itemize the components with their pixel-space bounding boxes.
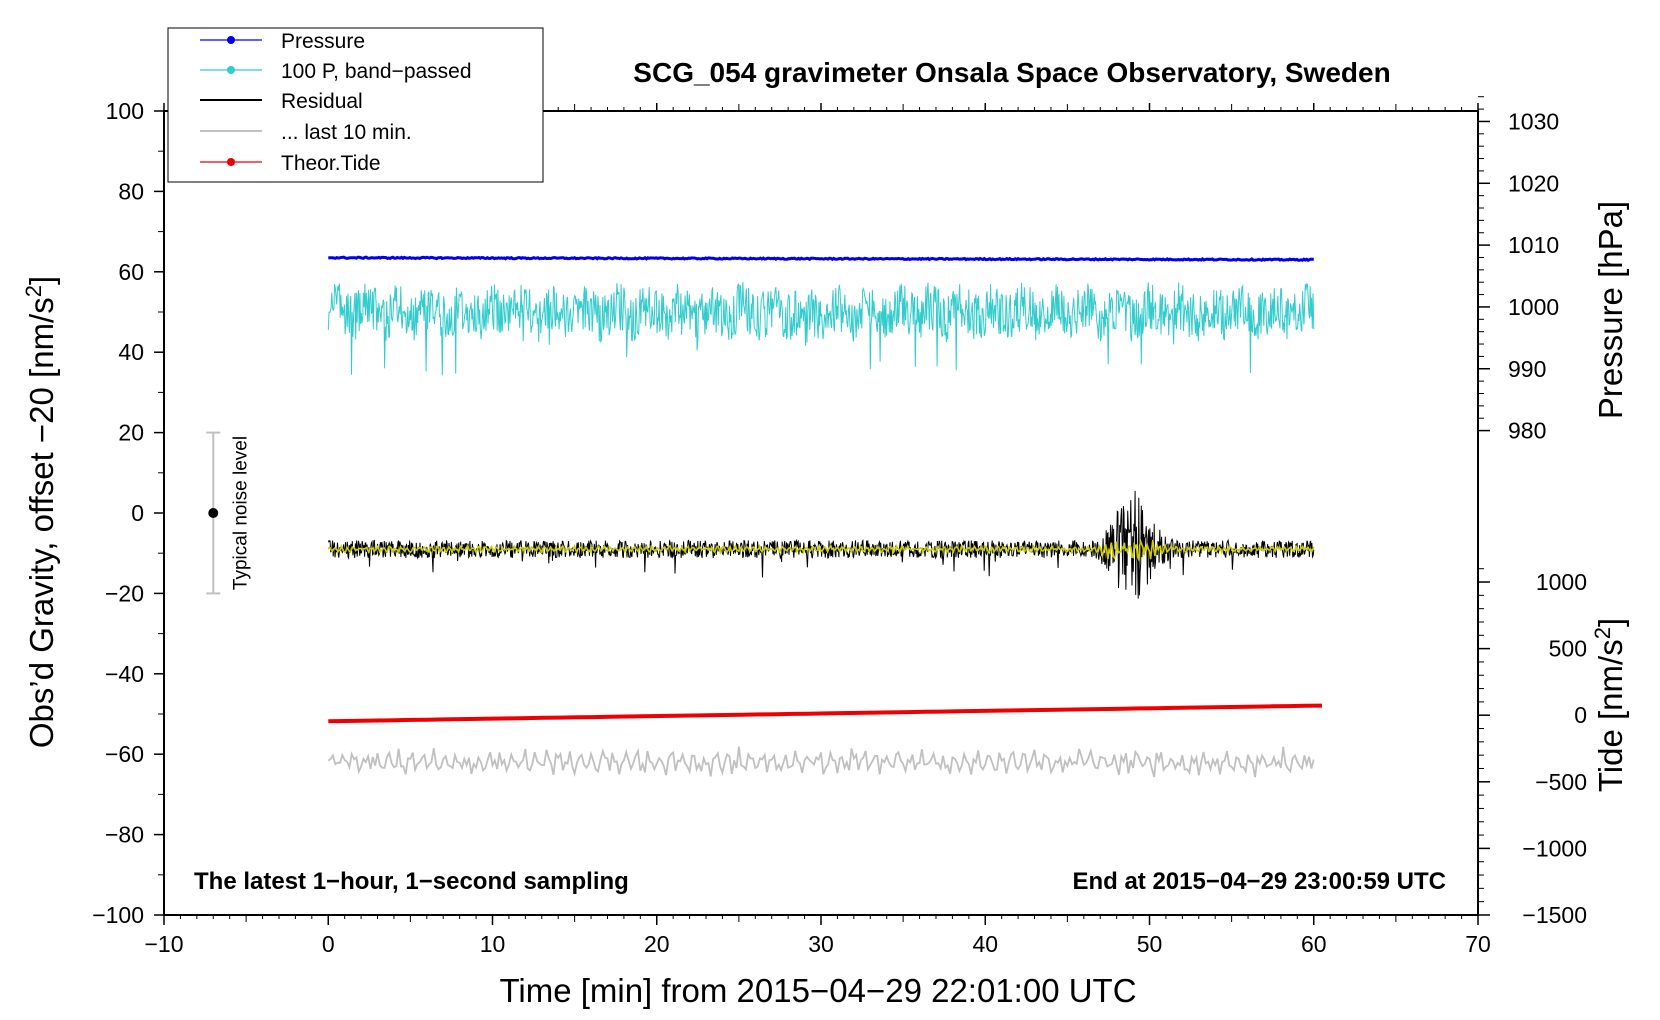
tide-axis-label-main: Tide [nm/s	[1592, 639, 1629, 792]
x-axis-label: Time [min] from 2015−04−29 22:01:00 UTC	[499, 972, 1136, 1009]
pressure-tick-label: 1010	[1508, 232, 1559, 258]
legend-label-bandpassed: 100 P, band−passed	[281, 60, 472, 83]
pressure-tick-label: 1030	[1508, 108, 1559, 134]
pressure-axis-ticks: 980 990 1000 1010 1020 1030	[1478, 96, 1559, 444]
y-tick-label: 0	[131, 500, 144, 526]
legend-label-pressure: Pressure	[281, 30, 365, 53]
tide-tick-label: −1000	[1522, 835, 1587, 861]
pressure-tick-label: 1000	[1508, 294, 1559, 320]
legend-entry-pressure: Pressure	[200, 30, 365, 53]
legend-marker-pressure	[227, 36, 235, 44]
series-theoretical-tide	[328, 703, 1323, 724]
chart-title: SCG_054 gravimeter Onsala Space Observat…	[633, 57, 1390, 88]
y-tick-label: 40	[118, 339, 144, 365]
legend-marker-bandpassed	[227, 66, 235, 74]
y-tick-label: 20	[118, 420, 144, 446]
legend-entry-bandpassed: 100 P, band−passed	[200, 60, 472, 83]
pressure-axis-label: Pressure [hPa]	[1592, 201, 1629, 419]
tide-tick-label: 1000	[1536, 569, 1587, 595]
x-tick-label: −10	[144, 931, 183, 957]
plot-frame	[163, 110, 1479, 916]
series-band-passed-pressure	[327, 282, 1315, 376]
series-residual	[327, 490, 1315, 599]
pressure-tick-label: 980	[1508, 418, 1546, 444]
y-tick-label: 80	[118, 178, 144, 204]
x-tick-label: 40	[972, 931, 998, 957]
annotation-sampling: The latest 1−hour, 1−second sampling	[194, 868, 629, 895]
series-residual-smoothed	[327, 538, 1315, 562]
legend-label-last10: ... last 10 min.	[281, 121, 412, 144]
y-tick-label: 60	[118, 259, 144, 285]
y-axis-label-superscript: 2	[21, 285, 46, 297]
noise-level-bar: Typical noise level	[206, 431, 251, 595]
tide-tick-label: −500	[1535, 769, 1587, 795]
y-axis-label: Obs’d Gravity, offset −20 [nm/s2]	[21, 276, 61, 748]
legend-entry-residual: Residual	[200, 90, 363, 113]
y-tick-label: −100	[92, 902, 144, 928]
tide-tick-label: 0	[1574, 702, 1587, 728]
x-tick-label: 70	[1465, 931, 1491, 957]
y-tick-label: 100	[106, 98, 144, 124]
series-last-10-min	[327, 746, 1315, 778]
y-tick-label: −80	[105, 822, 144, 848]
legend-label-tide: Theor.Tide	[281, 152, 381, 175]
noise-bar-label: Typical noise level	[230, 436, 251, 590]
tide-axis-ticks: −1500 −1000 −500 0 500 1000	[1478, 568, 1587, 928]
x-tick-label: 10	[480, 931, 506, 957]
tide-axis-label: Tide [nm/s2]	[1590, 618, 1630, 792]
legend-label-residual: Residual	[281, 90, 363, 113]
x-tick-label: 0	[322, 931, 335, 957]
legend-entry-last10: ... last 10 min.	[200, 121, 412, 144]
pressure-tick-label: 1020	[1508, 170, 1559, 196]
legend-box	[167, 27, 544, 183]
x-axis-ticks: −10 0 10 20 30 40 50 60 70	[144, 103, 1491, 957]
annotation-end-time: End at 2015−04−29 23:00:59 UTC	[1072, 868, 1446, 895]
x-tick-label: 30	[808, 931, 834, 957]
y-tick-label: −20	[105, 580, 144, 606]
legend: Pressure 100 P, band−passed Residual ...…	[167, 27, 544, 183]
noise-bar-dot	[208, 508, 219, 518]
y-axis-label-close: ]	[23, 276, 60, 285]
y-tick-label: −60	[105, 741, 144, 767]
tide-tick-label: −1500	[1522, 902, 1587, 928]
y-axis-ticks: −100 −80 −60 −40 −20 0 20 40 60 80 100	[92, 98, 164, 928]
x-tick-label: 60	[1301, 931, 1327, 957]
pressure-tick-label: 990	[1508, 356, 1546, 382]
y-tick-label: −40	[105, 661, 144, 687]
tide-tick-label: 500	[1549, 636, 1587, 662]
tide-axis-label-close: ]	[1592, 618, 1629, 627]
legend-marker-tide	[227, 158, 235, 166]
x-tick-label: 20	[644, 931, 670, 957]
y-axis-label-main: Obs’d Gravity, offset −20 [nm/s	[23, 297, 60, 748]
legend-entry-tide: Theor.Tide	[200, 152, 381, 175]
series-layer	[327, 255, 1323, 778]
tide-axis-label-superscript: 2	[1590, 627, 1615, 639]
series-pressure	[328, 255, 1314, 263]
x-tick-label: 50	[1137, 931, 1163, 957]
